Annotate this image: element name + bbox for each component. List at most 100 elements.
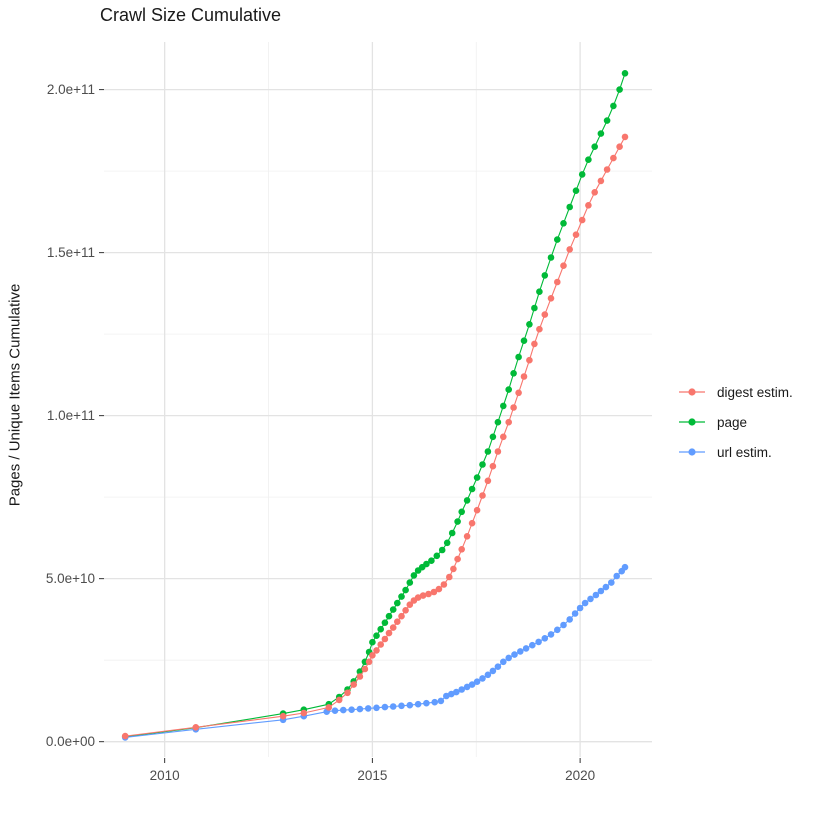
data-point: [494, 418, 502, 426]
data-point: [547, 631, 555, 638]
data-point: [484, 448, 492, 455]
data-point: [398, 612, 405, 620]
data-point: [510, 404, 517, 411]
data-point: [394, 599, 401, 607]
data-point: [489, 462, 497, 470]
data-point: [389, 624, 397, 631]
data-point: [479, 461, 486, 468]
data-point: [554, 236, 561, 243]
data-point: [526, 321, 533, 328]
data-point: [597, 587, 605, 595]
data-point: [440, 581, 448, 588]
data-point: [373, 704, 380, 712]
data-point: [468, 485, 476, 493]
chart-title: Crawl Size Cumulative: [100, 5, 282, 25]
data-point: [385, 612, 393, 620]
data-point: [610, 154, 617, 162]
data-point: [560, 262, 567, 270]
data-point: [410, 572, 418, 579]
data-point: [536, 325, 543, 333]
data-point: [505, 654, 512, 662]
data-point: [438, 546, 446, 554]
data-point: [621, 133, 629, 141]
data-point: [431, 698, 439, 706]
data-point: [560, 621, 567, 629]
data-point: [279, 712, 287, 720]
data-point: [443, 539, 451, 547]
data-point: [529, 641, 536, 649]
data-point: [554, 626, 561, 634]
data-point: [335, 696, 343, 704]
data-point: [463, 533, 471, 540]
data-point: [494, 663, 502, 670]
data-point: [364, 705, 372, 712]
data-point: [121, 732, 129, 740]
data-point: [603, 117, 611, 124]
data-point: [535, 638, 542, 646]
data-point: [381, 703, 389, 711]
data-point: [344, 689, 351, 697]
data-point: [389, 703, 397, 710]
data-point: [468, 681, 476, 688]
data-point: [587, 595, 594, 603]
y-tick-label: 1.5e+11: [47, 245, 95, 260]
data-point: [505, 386, 512, 393]
data-point: [448, 529, 456, 537]
data-point: [572, 231, 580, 238]
legend-item-url-estim: url estim.: [678, 437, 793, 467]
data-point: [526, 356, 533, 364]
x-axis-labels: 2010 2015 2020: [150, 768, 596, 783]
data-point: [489, 667, 497, 675]
data-point: [520, 373, 528, 380]
data-point: [458, 508, 466, 516]
data-point: [325, 704, 333, 711]
data-point: [554, 278, 561, 286]
legend-item-page: page: [678, 407, 793, 437]
data-point: [473, 506, 481, 514]
data-point: [398, 593, 405, 600]
data-point: [515, 389, 522, 397]
data-point: [571, 610, 579, 617]
data-point: [613, 572, 620, 580]
x-tick-label: 2020: [565, 768, 595, 783]
data-point: [517, 648, 524, 655]
data-point: [500, 433, 507, 441]
data-point: [300, 709, 308, 717]
series-page: [121, 70, 629, 741]
data-point: [522, 645, 530, 652]
data-point: [435, 585, 443, 593]
data-point: [192, 724, 200, 731]
data-point: [369, 638, 376, 646]
data-point: [616, 86, 623, 93]
data-point: [494, 448, 502, 455]
data-point: [423, 560, 430, 568]
data-point: [531, 304, 538, 312]
data-point: [581, 599, 589, 607]
data-point: [453, 688, 460, 696]
data-point: [473, 678, 481, 685]
data-point: [402, 607, 409, 614]
data-point: [592, 591, 600, 599]
y-axis-labels: 0.0e+00 5.0e+10 1.0e+11 1.5e+11 2.0e+11: [46, 82, 95, 749]
data-point: [500, 658, 507, 666]
data-point: [361, 665, 369, 673]
data-point: [350, 681, 358, 688]
data-point: [576, 604, 584, 612]
data-point: [566, 203, 573, 211]
data-point: [406, 579, 414, 586]
data-point: [547, 254, 555, 261]
y-tick-label: 1.0e+11: [47, 408, 95, 423]
data-point: [450, 565, 457, 573]
legend: digest estim. page url estim.: [678, 377, 793, 467]
data-point: [500, 402, 507, 410]
data-point: [381, 619, 389, 626]
data-point: [458, 546, 466, 553]
data-point: [365, 658, 373, 666]
data-point: [454, 518, 461, 525]
data-point: [585, 202, 592, 209]
data-point: [458, 686, 466, 693]
data-point: [484, 477, 492, 485]
data-point: [414, 594, 422, 601]
